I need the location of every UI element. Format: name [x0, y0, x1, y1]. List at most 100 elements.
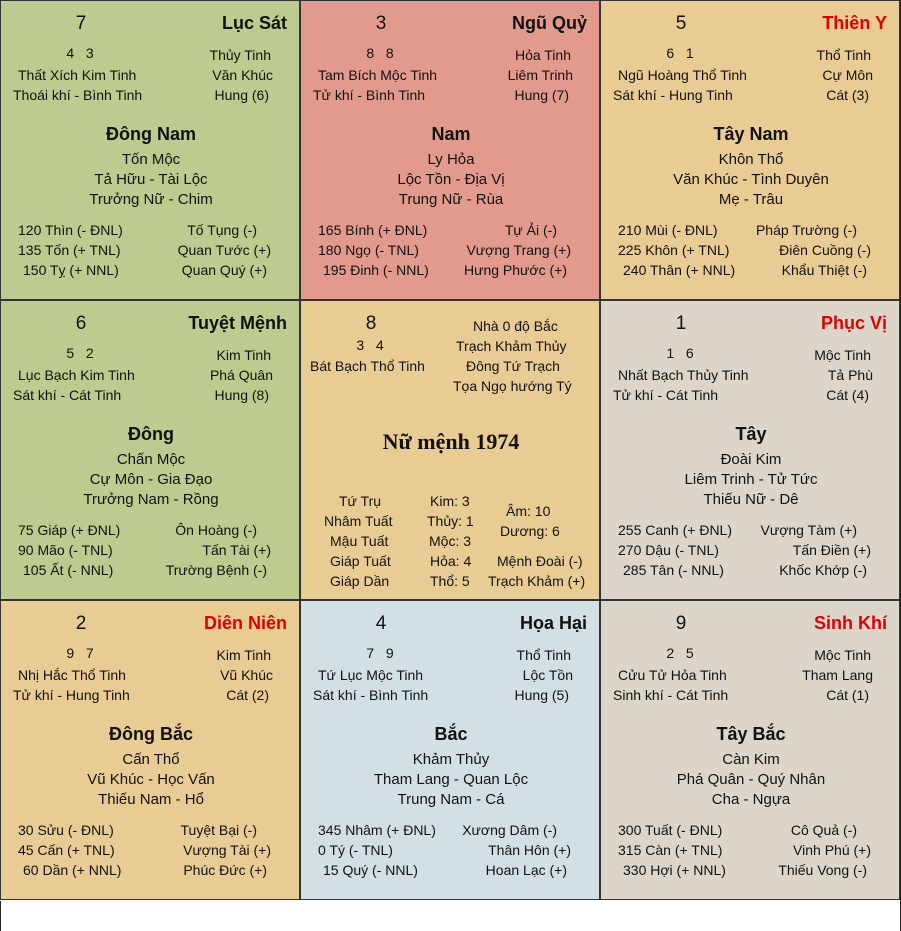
center-number: 8 [365, 313, 377, 334]
description-1: Vũ Khúc - Học Vấn [87, 771, 215, 788]
description-2: Trung Nữ - Rùa [398, 191, 504, 208]
cell-number: 6 [75, 313, 87, 334]
cell-number: 2 [75, 613, 87, 634]
sector-1: Vượng Tàm (+) [760, 522, 858, 538]
degree-1: 30 Sửu (- ĐNL) [18, 822, 114, 838]
description-1: Phá Quân - Quý Nhân [676, 771, 826, 788]
degree-2: 180 Ngọ (- TNL) [318, 242, 419, 258]
sector-2: Tấn Điền (+) [792, 542, 871, 558]
degree-3: 15 Quý (- NNL) [323, 862, 418, 878]
fortune-rank: Hung (6) [214, 87, 269, 103]
cell-number: 5 [675, 13, 687, 34]
sector-2: Vinh Phú (+) [793, 842, 871, 858]
sector-2: Quan Tước (+) [177, 242, 271, 258]
star-name: Thổ Tinh [816, 47, 871, 63]
description-2: Trưởng Nữ - Chim [89, 191, 213, 208]
menh: Mệnh Đoài (-) [497, 553, 583, 569]
cell-digits: 5 2 [66, 345, 94, 361]
fortune-rank: Cát (1) [826, 687, 869, 703]
star-name: Kim Tinh [216, 347, 271, 363]
fortune-rank: Cát (3) [826, 87, 869, 103]
star-line-1: Nhất Bạch Thủy Tinh [618, 367, 749, 383]
star-meaning: Cự Môn [822, 67, 873, 83]
trigram-element: Đoài Kim [720, 451, 782, 468]
degree-2: 315 Càn (+ TNL) [618, 842, 723, 858]
fortune-rank: Hung (8) [214, 387, 269, 403]
center-digits: 3 4 [356, 337, 384, 353]
star-line-2: Sát khí - Cát Tinh [13, 387, 122, 403]
star-line-2: Tử khí - Hung Tinh [13, 687, 130, 703]
description-1: Lộc Tồn - Địa Vị [397, 171, 505, 188]
star-meaning: Văn Khúc [212, 67, 273, 83]
direction-label: Sinh Khí [814, 613, 887, 633]
star-line-2: Sát khí - Hung Tinh [613, 87, 733, 103]
star-meaning: Lộc Tồn [522, 667, 573, 683]
star-line-1: Lục Bạch Kim Tinh [18, 367, 135, 383]
description-2: Cha - Ngựa [711, 791, 791, 808]
cell-digits: 8 8 [366, 45, 394, 61]
tu-tru-label: Tứ Trụ [339, 493, 382, 509]
tu-tru-1: Nhâm Tuất [324, 513, 393, 529]
direction-label: Họa Hại [519, 613, 587, 633]
description-1: Tả Hữu - Tài Lộc [94, 171, 208, 188]
sector-1: Tố Tụng (-) [187, 222, 257, 238]
degree-1: 165 Bính (+ ĐNL) [318, 222, 428, 238]
bottom-strip [0, 901, 901, 931]
star-name: Thủy Tinh [209, 47, 271, 63]
cell-center: 8 3 4 Bát Bạch Thổ Tinh Nhà 0 độ Bắc Trạ… [300, 300, 600, 600]
star-line-2: Sinh khí - Cát Tinh [613, 687, 729, 703]
fortune-rank: Hung (7) [514, 87, 569, 103]
direction-label: Ngũ Quỷ [512, 13, 587, 33]
degree-1: 300 Tuất (- ĐNL) [618, 822, 723, 838]
star-meaning: Liêm Trinh [507, 67, 573, 83]
cell-digits: 7 9 [366, 645, 394, 661]
cell-number: 7 [75, 13, 87, 34]
star-line-1: Tứ Lục Mộc Tinh [318, 667, 424, 683]
fortune-rank: Hung (5) [514, 687, 569, 703]
cell-north: 4 7 9 Họa Hại Thổ Tinh Tứ Lục Mộc Tinh Lộc Tồ… [300, 600, 600, 900]
star-line-2: Sát khí - Bình Tinh [313, 687, 429, 703]
direction-label: Lục Sát [221, 13, 287, 33]
sector-3: Khẩu Thiệt (-) [781, 262, 867, 278]
description-1: Cự Môn - Gia Đạo [89, 471, 213, 488]
direction-name: Nam [431, 124, 471, 144]
degree-3: 150 Tỵ (+ NNL) [23, 262, 119, 278]
star-line-1: Thất Xích Kim Tinh [18, 67, 137, 83]
star-name: Kim Tinh [216, 647, 271, 663]
cell-northwest: 9 2 5 Sinh Khí Mộc Tinh Cửu Tử Hỏa Tinh Tham … [600, 600, 900, 900]
star-line-1: Cửu Tử Hỏa Tinh [618, 667, 727, 683]
star-line-1: Tam Bích Mộc Tinh [318, 67, 438, 83]
sector-1: Tuyệt Bại (-) [180, 822, 258, 838]
degree-2: 90 Mão (- TNL) [18, 542, 113, 558]
cell-southeast: 7 4 3 Lục Sát Thủy Tinh Thất Xích Kim Tinh Vă… [0, 0, 300, 300]
star-meaning: Vũ Khúc [220, 667, 273, 683]
star-name: Mộc Tinh [814, 347, 871, 363]
description-2: Mẹ - Trâu [718, 191, 784, 208]
degree-1: 120 Thìn (- ĐNL) [18, 222, 123, 238]
degree-1: 210 Mùi (- ĐNL) [618, 222, 718, 238]
degree-2: 225 Khôn (+ TNL) [618, 242, 730, 258]
center-info-4: Tọa Ngọ hướng Tý [453, 378, 572, 394]
cell-number: 1 [675, 313, 687, 334]
cell-number: 3 [375, 13, 387, 34]
sector-3: Phúc Đức (+) [183, 862, 267, 878]
degree-1: 345 Nhâm (+ ĐNL) [318, 822, 436, 838]
direction-name: Tây Bắc [716, 724, 786, 744]
am-count: Âm: 10 [506, 503, 551, 519]
element-moc: Mộc: 3 [429, 533, 472, 549]
center-star: Bát Bạch Thổ Tinh [310, 358, 425, 374]
description-2: Trưởng Nam - Rồng [83, 491, 219, 508]
fortune-rank: Cát (4) [826, 387, 869, 403]
sector-1: Ôn Hoàng (-) [175, 522, 257, 538]
degree-1: 255 Canh (+ ĐNL) [618, 522, 733, 538]
direction-name: Tây Nam [713, 124, 789, 144]
sector-3: Quan Quý (+) [181, 262, 267, 278]
direction-name: Đông [128, 424, 174, 444]
star-meaning: Phá Quân [209, 367, 273, 383]
center-title: Nữ mệnh 1974 [382, 429, 520, 454]
sector-1: Xương Dâm (-) [462, 822, 557, 838]
cell-digits: 2 5 [666, 645, 694, 661]
cell-east: 6 5 2 Tuyệt Mệnh Kim Tinh Lục Bạch Kim Tinh P… [0, 300, 300, 600]
element-hoa: Hỏa: 4 [430, 553, 472, 569]
fortune-rank: Cát (2) [226, 687, 269, 703]
